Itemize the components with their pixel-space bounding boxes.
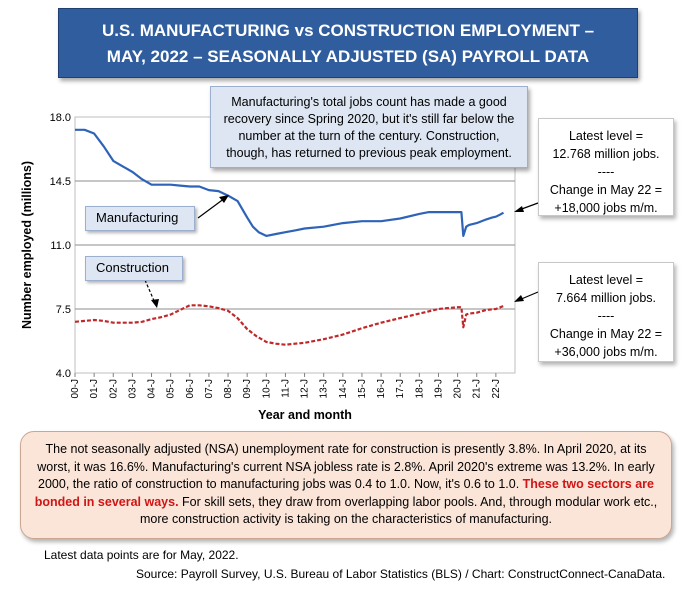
manufacturing-callout: Latest level = 12.768 million jobs. ----… bbox=[538, 118, 674, 216]
con-callout-line3: ---- bbox=[597, 309, 615, 323]
bottom-note-highlight: These two sectors are bonded in several … bbox=[34, 477, 654, 509]
x-tick-label: 18-J bbox=[414, 379, 425, 398]
con-callout-line2: 7.664 million jobs. bbox=[555, 291, 657, 305]
construction-callout: Latest level = 7.664 million jobs. ---- … bbox=[538, 262, 674, 362]
construction-series-line bbox=[74, 304, 504, 346]
x-tick-label: 14-J bbox=[338, 379, 349, 398]
x-tick-label: 16-J bbox=[376, 379, 387, 398]
con-callout-line4: Change in May 22 = bbox=[549, 327, 663, 341]
x-tick-label: 01-J bbox=[89, 379, 100, 398]
title-line-2: MAY, 2022 – SEASONALLY ADJUSTED (SA) PAY… bbox=[106, 47, 590, 66]
manufacturing-series-line bbox=[75, 128, 505, 237]
con-callout-line1: Latest level = bbox=[568, 273, 643, 287]
top-annotation-text: Manufacturing's total jobs count has mad… bbox=[223, 95, 515, 160]
x-tick-label: 07-J bbox=[204, 379, 215, 398]
x-tick-label: 12-J bbox=[300, 379, 311, 398]
x-tick-label: 04-J bbox=[147, 379, 158, 398]
mfg-callout-line4: Change in May 22 = bbox=[549, 183, 663, 197]
x-tick-label: 03-J bbox=[127, 379, 138, 398]
construction-pointer-arrowhead bbox=[151, 299, 159, 308]
x-tick-label: 06-J bbox=[185, 379, 196, 398]
top-annotation: Manufacturing's total jobs count has mad… bbox=[210, 86, 528, 168]
construction-label-text: Construction bbox=[96, 260, 169, 275]
x-tick-label: 19-J bbox=[433, 379, 444, 398]
con-callout-line5: +36,000 jobs m/m. bbox=[554, 345, 658, 359]
source-note: Source: Payroll Survey, U.S. Bureau of L… bbox=[136, 567, 666, 581]
manufacturing-label-text: Manufacturing bbox=[96, 210, 179, 225]
chart-title: U.S. MANUFACTURING vs CONSTRUCTION EMPLO… bbox=[58, 8, 638, 78]
x-tick-label: 09-J bbox=[242, 379, 253, 398]
bottom-note: The not seasonally adjusted (NSA) unempl… bbox=[20, 431, 672, 539]
x-tick-label: 13-J bbox=[319, 379, 330, 398]
mfg-callout-arrowhead bbox=[514, 206, 524, 212]
x-tick-label: 08-J bbox=[223, 379, 234, 398]
con-callout-arrowhead bbox=[514, 295, 524, 302]
x-tick-label: 00-J bbox=[70, 379, 81, 398]
x-axis-label: Year and month bbox=[258, 408, 352, 422]
x-tick-label: 10-J bbox=[261, 379, 272, 398]
y-tick-label: 18.0 bbox=[50, 112, 71, 124]
manufacturing-label: Manufacturing bbox=[85, 206, 195, 231]
y-tick-label: 7.5 bbox=[56, 304, 71, 316]
x-tick-label: 22-J bbox=[491, 379, 502, 398]
manufacturing-pointer-arrow bbox=[197, 197, 226, 219]
x-tick-label: 02-J bbox=[108, 379, 119, 398]
x-tick-label: 15-J bbox=[357, 379, 368, 398]
y-tick-label: 11.0 bbox=[50, 240, 71, 252]
construction-pointer-arrow bbox=[144, 279, 156, 304]
bottom-note-part2: For skill sets, they draw from overlappi… bbox=[140, 494, 658, 527]
mfg-callout-line2: 12.768 million jobs. bbox=[552, 147, 660, 161]
y-tick-label: 14.5 bbox=[50, 176, 71, 188]
mfg-callout-line5: +18,000 jobs m/m. bbox=[554, 201, 658, 215]
x-tick-label: 21-J bbox=[472, 379, 483, 398]
bottom-note-part1: The not seasonally adjusted (NSA) unempl… bbox=[37, 442, 655, 491]
x-tick-label: 17-J bbox=[395, 379, 406, 398]
x-tick-label: 11-J bbox=[280, 379, 291, 398]
mfg-callout-line3: ---- bbox=[597, 165, 615, 179]
y-tick-label: 4.0 bbox=[56, 368, 71, 380]
manufacturing-pointer-arrowhead bbox=[219, 195, 229, 203]
x-tick-label: 05-J bbox=[166, 379, 177, 398]
latest-data-note: Latest data points are for May, 2022. bbox=[44, 548, 239, 562]
mfg-callout-line1: Latest level = bbox=[568, 129, 643, 143]
construction-label: Construction bbox=[85, 256, 183, 281]
y-axis-label: Number employed (millions) bbox=[20, 161, 34, 329]
x-tick-label: 20-J bbox=[453, 379, 464, 398]
title-line-1: U.S. MANUFACTURING vs CONSTRUCTION EMPLO… bbox=[101, 21, 595, 40]
